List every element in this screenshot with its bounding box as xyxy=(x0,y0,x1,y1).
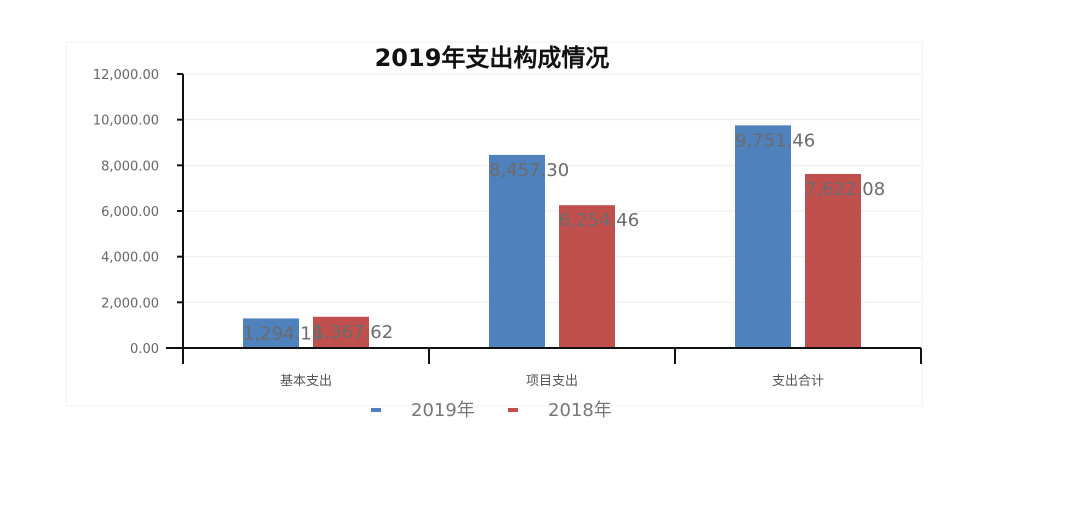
legend-swatch xyxy=(508,408,518,412)
data-label: 7,622.08 xyxy=(805,179,885,200)
bars xyxy=(243,125,861,348)
gridlines xyxy=(183,73,921,303)
y-tick-label: 8,000.00 xyxy=(101,159,159,174)
data-label: 6,254.46 xyxy=(559,210,639,231)
bar xyxy=(489,154,545,348)
y-tick-label: 6,000.00 xyxy=(101,205,159,220)
bar xyxy=(735,125,791,348)
bar xyxy=(805,173,861,348)
axes: 0.00 2,000.00 4,000.00 6,000.00 8,000.00 10,0… xyxy=(93,68,922,389)
bar xyxy=(243,318,299,348)
legend-label: 2018年 xyxy=(548,400,612,421)
data-label: 8,457.30 xyxy=(489,160,569,181)
y-tick-label: 12,000.00 xyxy=(93,68,159,83)
y-tick-label: 10,000.00 xyxy=(93,114,159,129)
x-tick-label: 支出合计 xyxy=(772,374,824,389)
chart-title: 2019年支出构成情况 xyxy=(375,44,610,72)
y-tick-label: 0.00 xyxy=(130,342,159,357)
data-labels: 1,294.161,367.62 8,457.30 6,254.46 9,751.46… xyxy=(243,130,885,344)
data-label: 9,751.46 xyxy=(735,130,815,151)
y-tick-label: 4,000.00 xyxy=(101,251,159,266)
legend-swatch xyxy=(371,408,381,412)
data-label: 1,294.16 xyxy=(243,323,323,344)
legend-label: 2019年 xyxy=(411,400,475,421)
bar xyxy=(313,316,369,348)
x-tick-label: 项目支出 xyxy=(526,374,578,389)
data-label: 1,367.62 xyxy=(313,322,393,343)
x-tick-label: 基本支出 xyxy=(280,374,332,389)
y-tick-label: 2,000.00 xyxy=(101,296,159,311)
bar xyxy=(559,205,615,348)
legend: 2019年 2018年 xyxy=(371,400,612,421)
